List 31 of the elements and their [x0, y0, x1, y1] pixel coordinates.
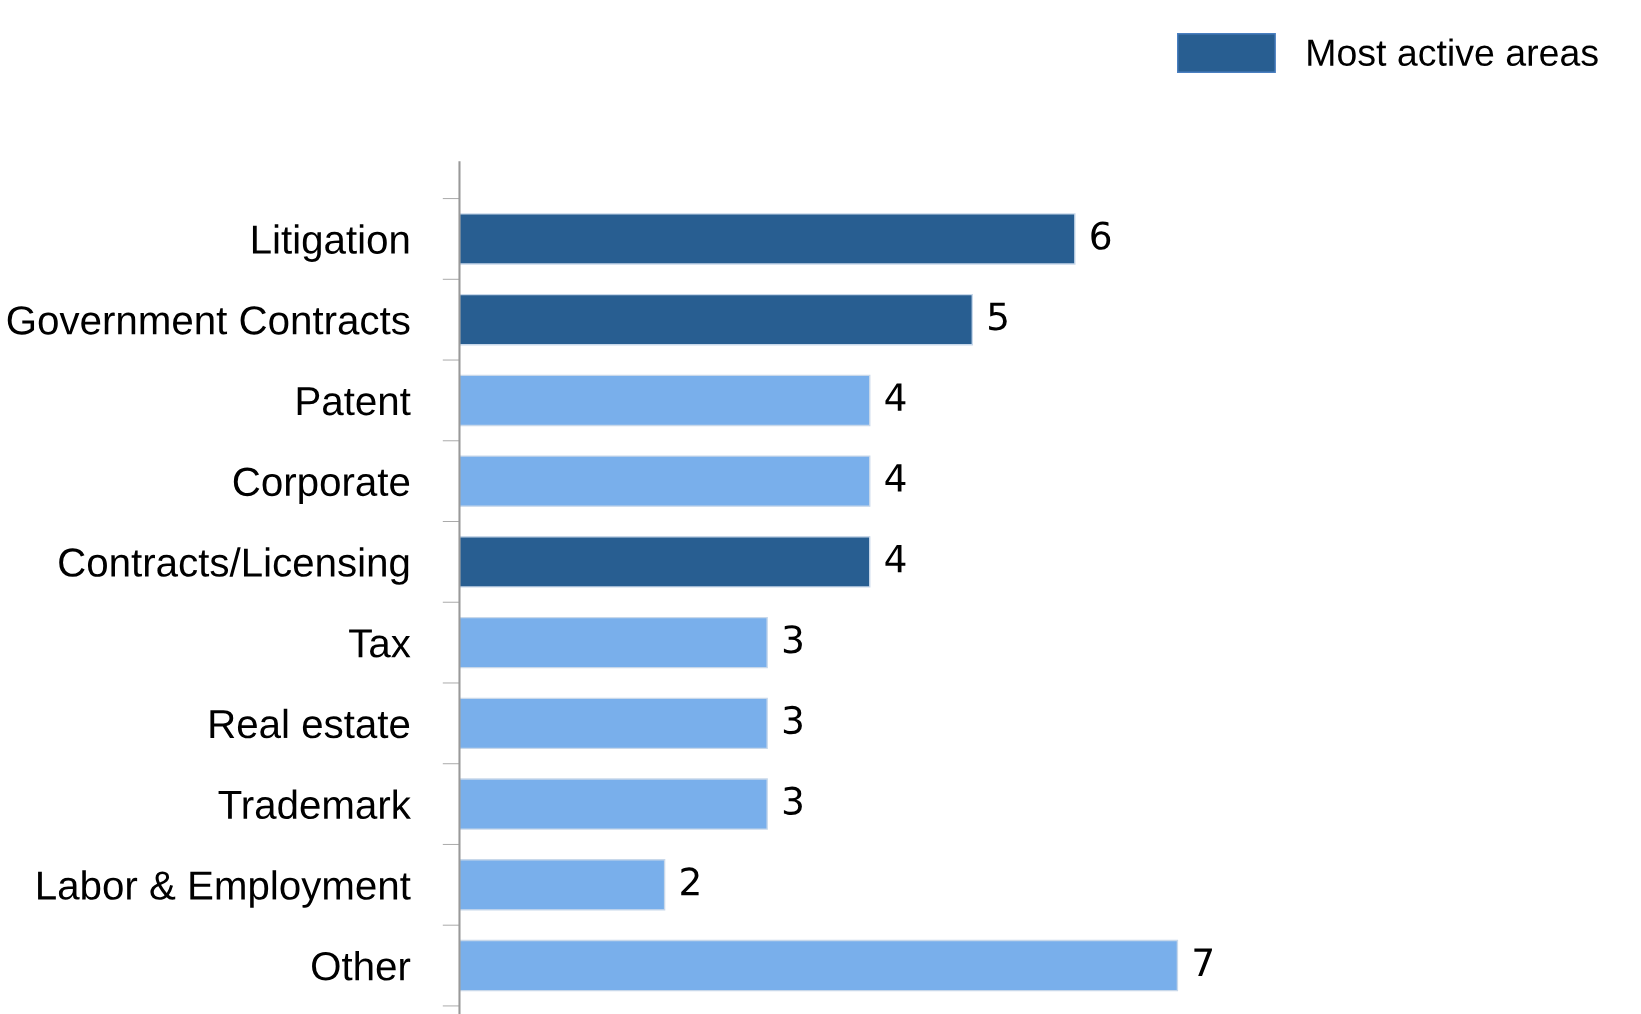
- y-tick-label: Litigation: [252, 224, 409, 262]
- bar: [459, 374, 871, 427]
- bar: [459, 778, 768, 830]
- y-tick-label: Real estate: [210, 708, 410, 739]
- y-tick-label: Labor & Employment: [38, 870, 411, 908]
- bar: [459, 455, 871, 507]
- y-tick-label: Government Contracts: [7, 306, 410, 335]
- bar: [459, 939, 1179, 992]
- y-tick-label: Contracts/Licensing: [59, 547, 409, 585]
- y-tick-label: Patent: [297, 387, 411, 416]
- data-label: 3: [783, 705, 802, 735]
- y-tick-label: Other: [312, 950, 411, 981]
- y-tick-label: Tax: [349, 629, 411, 658]
- bar: [459, 859, 666, 911]
- y-tick-label: Trademark: [218, 789, 411, 820]
- bar: [459, 213, 1076, 265]
- bar: [459, 536, 871, 588]
- data-label: 3: [783, 625, 802, 654]
- data-label: 3: [783, 786, 802, 815]
- bar: [459, 697, 768, 750]
- data-label: 4: [885, 544, 906, 573]
- data-label: 5: [989, 302, 1007, 331]
- bar: [459, 293, 973, 346]
- legend-label: Most active areas: [1308, 38, 1598, 66]
- data-label: 4: [885, 464, 906, 492]
- data-label: 7: [1194, 948, 1212, 976]
- bar: [459, 616, 768, 669]
- data-label: 6: [1091, 221, 1111, 250]
- y-tick-label: Corporate: [233, 467, 410, 505]
- data-label: 4: [885, 383, 906, 411]
- data-label: 2: [681, 867, 699, 896]
